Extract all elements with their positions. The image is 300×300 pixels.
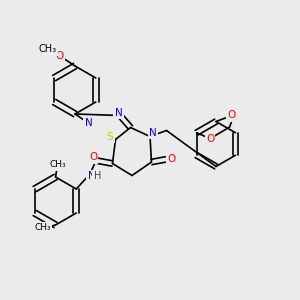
Text: N: N <box>115 108 122 118</box>
Text: O: O <box>206 134 214 144</box>
Text: N: N <box>85 118 92 128</box>
Text: O: O <box>227 110 235 121</box>
Text: H: H <box>94 171 101 182</box>
Text: CH₃: CH₃ <box>39 44 57 55</box>
Text: N: N <box>149 128 157 138</box>
Text: CH₃: CH₃ <box>50 160 66 169</box>
Text: N: N <box>88 171 95 182</box>
Text: O: O <box>167 154 176 164</box>
Text: O: O <box>56 50 64 61</box>
Text: S: S <box>107 132 113 142</box>
Text: CH₃: CH₃ <box>34 223 51 232</box>
Text: O: O <box>89 152 97 163</box>
